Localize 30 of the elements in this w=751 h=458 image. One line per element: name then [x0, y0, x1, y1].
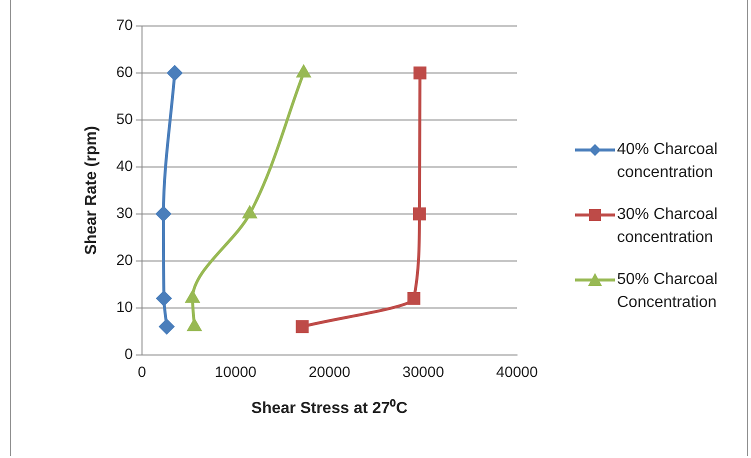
point — [296, 65, 310, 78]
y-tick-label: 70 — [116, 17, 133, 34]
y-tick-label: 0 — [124, 346, 133, 363]
legend-label: 30% Charcoal concentration — [617, 205, 718, 248]
legend-label: 40% Charcoal concentration — [617, 140, 718, 183]
point — [243, 206, 256, 218]
point — [413, 207, 426, 220]
point — [156, 206, 171, 222]
x-axis-title: Shear Stress at 27⁰C — [251, 398, 408, 417]
y-tick-label: 10 — [116, 298, 133, 316]
legend-label: 50% Charcoal Concentration — [617, 270, 718, 313]
y-tick-label: 60 — [116, 64, 133, 82]
y-axis-title: Shear Rate (rpm) — [83, 126, 100, 255]
point — [156, 290, 172, 306]
x-tick-label: 10000 — [214, 364, 257, 381]
point — [407, 292, 420, 305]
x-tick-label: 0 — [138, 364, 146, 381]
point — [413, 66, 426, 80]
y-tick-label: 40 — [116, 158, 133, 176]
y-tick-label: 20 — [116, 252, 133, 269]
point — [296, 320, 309, 334]
y-tick-label: 30 — [116, 205, 133, 222]
point — [167, 65, 182, 80]
point — [188, 319, 202, 332]
point — [159, 319, 174, 334]
x-tick-label: 20000 — [308, 364, 350, 381]
x-tick-label: 40000 — [496, 364, 538, 381]
point — [186, 290, 200, 303]
y-tick-label: 50 — [116, 111, 133, 128]
x-tick-label: 30000 — [402, 364, 444, 381]
